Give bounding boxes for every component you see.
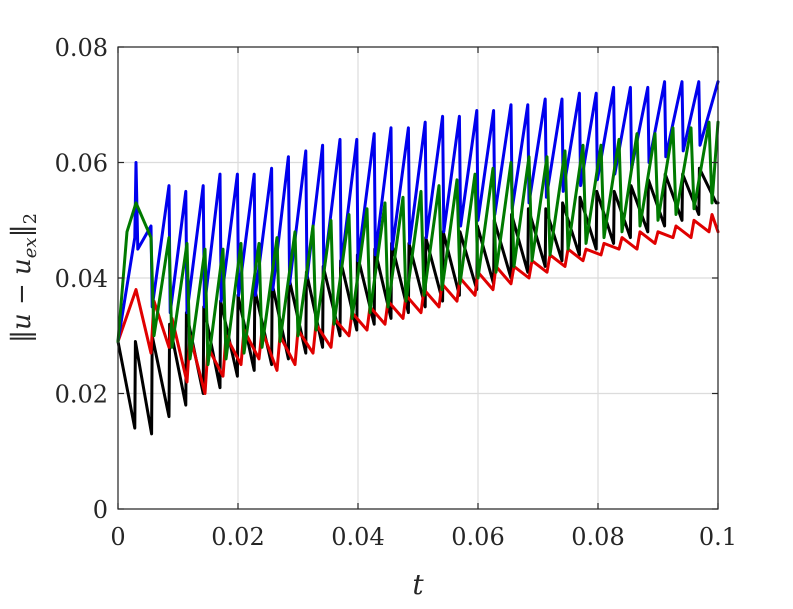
series-layer [116, 80, 720, 436]
y-label-open-norm: ‖ [7, 330, 37, 343]
y-tick-label: 0.08 [55, 34, 108, 62]
y-tick-label: 0.06 [55, 150, 108, 178]
y-label-subscript-ex: ex [20, 237, 41, 258]
y-tick-labels: 0 0.02 0.04 0.06 0.08 [55, 34, 108, 524]
x-tick-label: 0.08 [571, 523, 624, 551]
series-line-1 [116, 166, 720, 436]
y-label-close-norm: ‖ [7, 224, 37, 237]
x-tick-labels: 0 0.02 0.04 0.06 0.08 0.1 [110, 523, 737, 551]
x-axis-label: t [412, 568, 424, 601]
x-tick-label: 0.02 [211, 523, 264, 551]
x-tick-label: 0.06 [451, 523, 504, 551]
y-tick-label: 0.04 [55, 265, 108, 293]
x-tick-label: 0.04 [331, 523, 384, 551]
y-tick-label: 0.02 [55, 381, 108, 409]
y-label-subscript-2: 2 [20, 213, 41, 224]
y-label-minus: − [7, 275, 37, 313]
tick-marks [117, 46, 719, 510]
series-line-3 [116, 80, 720, 343]
x-tick-label: 0.1 [699, 523, 737, 551]
y-axis-label: ‖u − uex‖2 [7, 213, 41, 343]
series-line-4 [116, 120, 720, 367]
y-label-u: u [7, 313, 37, 330]
y-label-u-ex: u [7, 258, 37, 275]
x-tick-label: 0 [110, 523, 125, 551]
y-tick-label: 0 [93, 496, 108, 524]
